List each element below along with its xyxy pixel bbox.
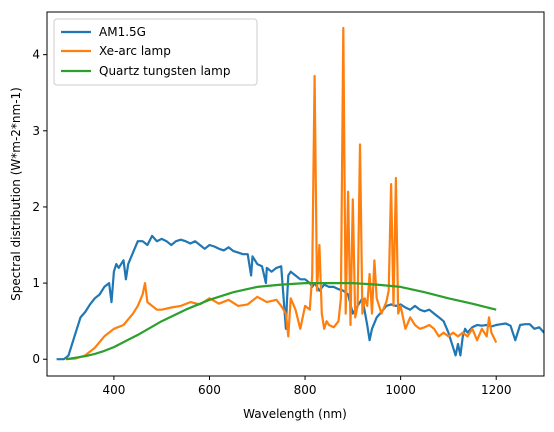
y-tick-label: 2 bbox=[32, 200, 40, 214]
x-axis-title: Wavelength (nm) bbox=[243, 407, 347, 421]
series-line-2 bbox=[65, 282, 497, 361]
legend-label-xe-arc: Xe-arc lamp bbox=[99, 44, 171, 58]
series-layer bbox=[56, 26, 544, 361]
legend: AM1.5G Xe-arc lamp Quartz tungsten lamp bbox=[53, 18, 258, 86]
series-line-1 bbox=[66, 26, 498, 361]
x-tick-label: 800 bbox=[294, 383, 317, 397]
plot-frame bbox=[46, 11, 545, 377]
y-tick-label: 1 bbox=[32, 276, 40, 290]
series-line-0 bbox=[56, 234, 544, 361]
x-tick-label: 600 bbox=[198, 383, 221, 397]
y-tick-label: 3 bbox=[32, 124, 40, 138]
legend-label-quartz-tungsten: Quartz tungsten lamp bbox=[99, 64, 230, 78]
x-tick-label: 1000 bbox=[385, 383, 416, 397]
y-tick-label: 0 bbox=[32, 352, 40, 366]
x-tick-label: 1200 bbox=[481, 383, 512, 397]
legend-box bbox=[53, 18, 258, 86]
y-tick-label: 4 bbox=[32, 48, 40, 62]
tick-layer: 400 600 800 1000 1200 0 1 2 3 4 bbox=[32, 48, 511, 397]
y-axis-title: Spectral distribution (W*m-2*nm-1) bbox=[9, 87, 23, 301]
x-tick-label: 400 bbox=[102, 383, 125, 397]
legend-label-am15g: AM1.5G bbox=[99, 25, 146, 39]
